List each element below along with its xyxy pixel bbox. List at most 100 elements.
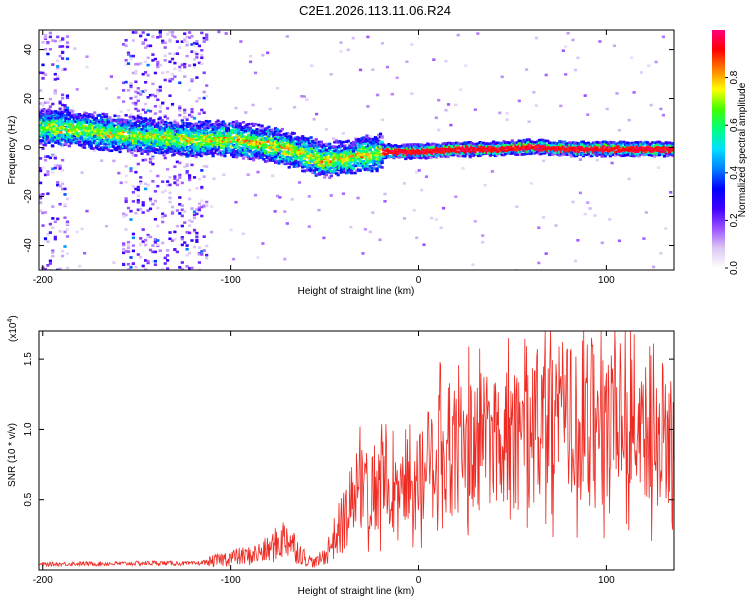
spectrogram-cell [238,150,242,154]
spectrogram-cell [99,126,104,130]
spectrogram-cell [451,152,455,155]
spectrogram-cell [153,250,157,254]
spectrogram-cell [50,119,54,122]
spectrogram-cell [514,148,518,151]
spectrogram-cell [411,151,415,154]
spectrogram-cell [451,147,455,151]
spectrogram-cell [262,143,266,147]
spectrogram-cell [200,108,204,112]
spectrogram-cell [454,141,459,145]
spectrogram-cell [169,125,173,129]
spectrogram-cell [258,147,262,150]
spectrogram-cell [190,35,194,38]
spectrogram-cell [65,96,70,100]
spectrogram-cell [148,140,153,143]
spectrogram-cell [72,117,76,121]
spectrogram-cell [512,143,516,146]
spectrogram-cell [128,138,132,142]
spectrogram-cell [159,143,163,147]
spectrogram-cell [141,201,145,204]
spectrogram-cell [118,137,122,140]
spectrogram-cell [495,150,499,153]
spectrogram-cell [91,136,95,140]
spectrogram-cell [200,250,204,253]
spectrogram-cell [219,127,224,131]
spectrogram-cell [419,151,423,154]
spectrogram-cell [532,141,536,144]
spectrogram-cell [270,156,274,160]
spectrogram-cell [219,151,224,155]
spectrogram-cell [476,142,481,145]
spectrogram-cell [96,123,100,127]
spectrogram-cell [248,145,252,149]
spectrogram-cell [400,144,404,148]
spectrogram-cell [253,141,257,144]
spectrogram-cell [282,142,286,146]
spectrogram-cell [329,163,333,167]
spectrogram-cell [206,143,210,146]
spectrogram-cell [312,171,317,175]
spectrogram-cell [83,143,87,146]
spectrogram-cell [460,154,464,158]
spectrogram-cell [365,134,369,138]
spectrogram-cell [140,141,144,144]
spectrogram-cell [267,132,271,136]
spectrogram-cell [150,141,154,144]
spectrogram-cell [146,56,150,60]
spectrogram-cell [172,133,176,137]
spectrogram-cell [163,115,167,119]
spectrogram-cell [411,147,415,151]
spectrogram-cell [524,146,528,149]
spectrogram-cell [323,160,327,164]
spectrogram-cell [299,158,303,161]
spectrogram-cell [129,58,133,61]
spectrogram-cell [148,199,153,202]
spectrogram-cell [147,142,151,146]
spectrogram-cell [351,36,355,40]
spectrogram-cell [203,137,207,140]
spectrogram-cell [210,230,214,234]
spectrogram-cell [206,123,210,126]
spectrogram-cell [260,156,264,160]
spectrogram-cell [165,150,169,153]
spectrogram-cell [170,142,175,145]
spectrogram-cell [443,154,447,158]
spectrogram-cell [64,117,68,120]
spectrogram-cell [334,153,339,157]
spectrogram-cell [76,140,80,144]
spectrogram-cell [170,77,175,81]
spectrogram-cell [468,141,472,144]
spectrogram-cell [248,139,252,142]
spectrogram-cell [43,101,48,104]
spectrogram-cell [556,143,560,146]
spectrogram-cell [431,142,435,146]
spectrogram-cell [156,184,160,188]
spectrogram-cell [164,138,168,142]
spectrogram-cell [556,142,560,145]
spectrogram-cell [99,146,104,150]
spectrogram-cell [64,109,68,112]
spectrogram-cell [41,193,45,196]
spectrogram-cell [487,152,491,155]
spectrogram-cell [108,138,112,141]
spectrogram-cell [505,145,509,149]
spectrogram-cell [110,149,114,152]
spectrogram-cell [464,64,468,67]
spectrogram-cell [442,206,446,210]
spectrogram-cell [223,137,227,141]
spectrogram-cell [154,129,158,132]
spectrogram-cell [297,138,301,142]
spectrogram-cell [126,244,131,248]
spectrogram-cell [353,160,357,164]
spectrogram-cell [331,155,335,159]
spectrogram-cell [341,140,345,144]
spectrogram-cell [148,131,153,134]
spectrogram-cell [358,160,362,164]
spectrogram-cell [180,261,184,264]
spectrogram-cell [178,176,182,179]
spectrogram-cell [43,48,48,51]
spectrogram-cell [309,169,313,173]
spectrogram-cell [61,57,65,60]
spectrogram-cell [219,153,224,157]
spectrogram-cell [206,136,210,140]
